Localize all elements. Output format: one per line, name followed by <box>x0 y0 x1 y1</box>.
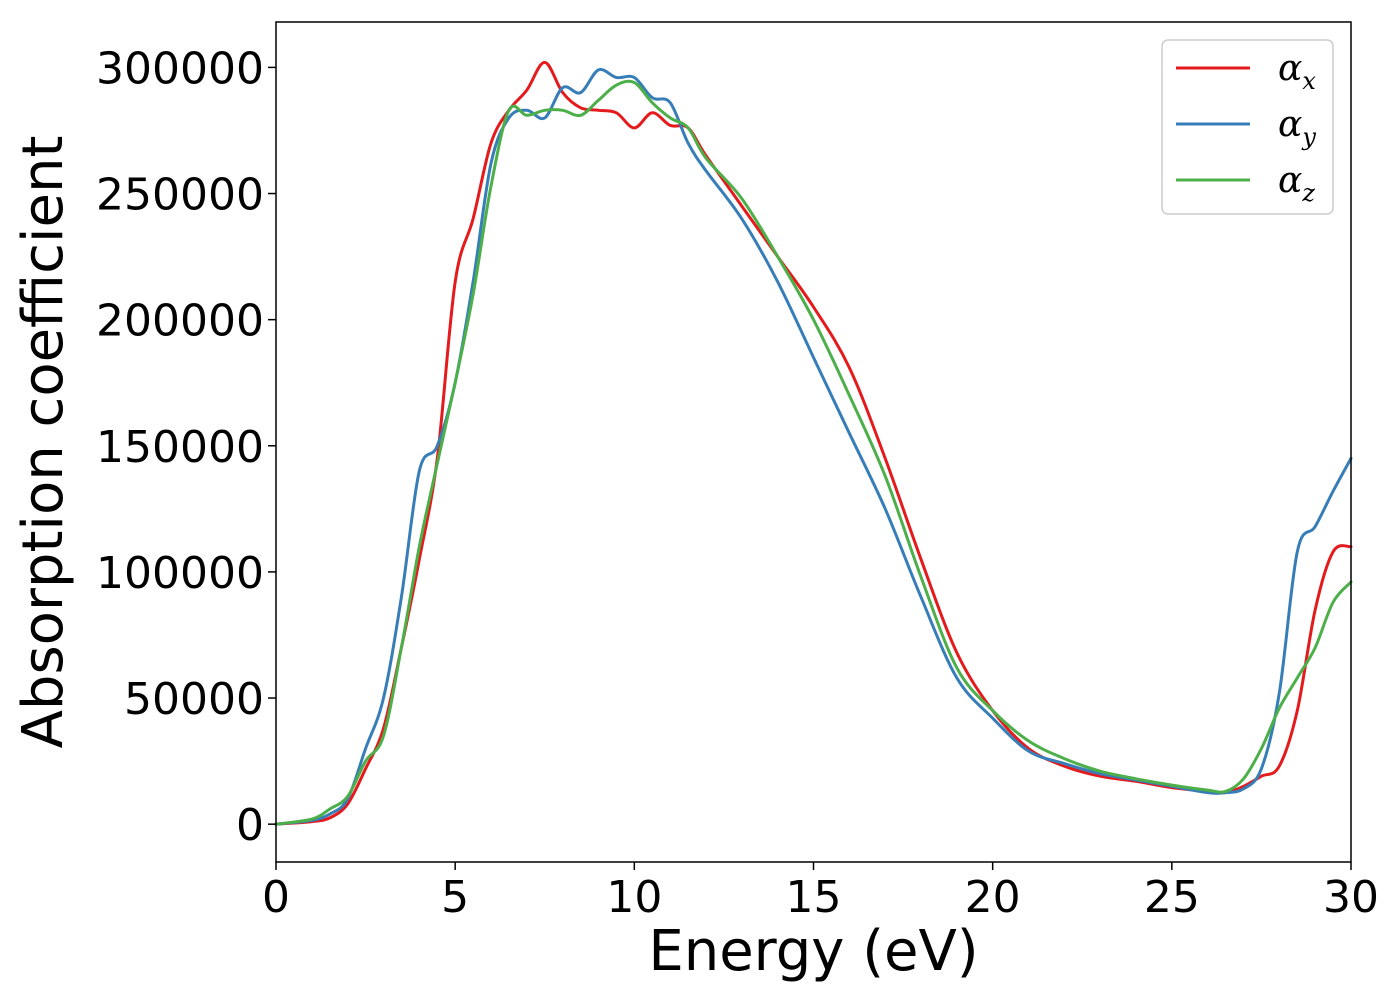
y-tick-label: 250000 <box>96 170 264 221</box>
x-tick-label: 5 <box>441 872 469 923</box>
y-tick-label: 300000 <box>96 43 264 94</box>
x-tick-label: 15 <box>786 872 842 923</box>
plot-lines <box>274 60 1353 826</box>
x-tick-label: 25 <box>1144 872 1200 923</box>
y-tick-label: 100000 <box>96 548 264 599</box>
legend-label-alpha-z: αz <box>1278 160 1315 207</box>
x-tick-label: 10 <box>606 872 662 923</box>
y-tick-label: 50000 <box>124 674 264 725</box>
legend-frame <box>1161 39 1334 215</box>
x-axis: 0 5 10 15 20 25 30 <box>262 862 1379 923</box>
y-tick-label: 0 <box>236 800 264 851</box>
x-tick-label: 20 <box>965 872 1021 923</box>
y-tick-label: 150000 <box>96 422 264 473</box>
x-axis-label: Energy (eV) <box>648 919 978 984</box>
y-axis: 0 50000 100000 150000 200000 250000 300000 <box>96 43 276 851</box>
series-line-alpha-z <box>274 79 1353 826</box>
x-tick-label: 30 <box>1323 872 1379 923</box>
y-axis-label: Absorption coefficient <box>11 136 76 749</box>
x-tick-label: 0 <box>262 872 290 923</box>
y-tick-label: 200000 <box>96 296 264 347</box>
